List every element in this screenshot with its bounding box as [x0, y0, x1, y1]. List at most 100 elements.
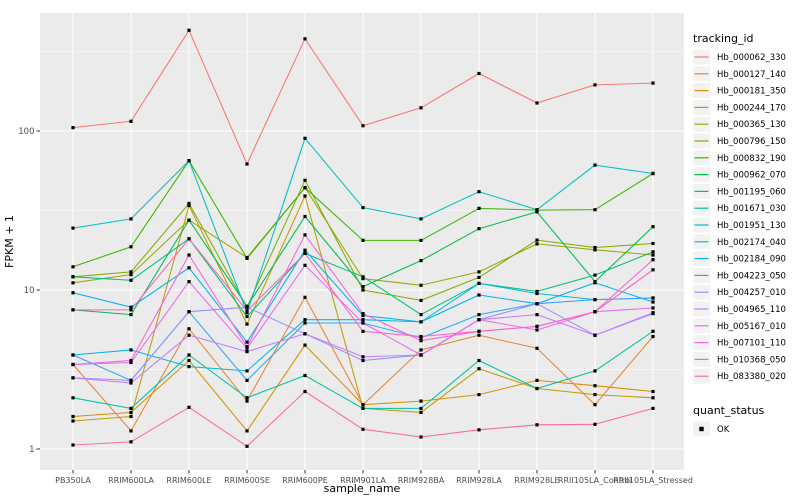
- data-point-Hb_010368_050: [245, 309, 249, 313]
- y-tick-label: 1: [29, 445, 34, 455]
- data-point-Hb_000244_170: [71, 419, 75, 423]
- data-point-Hb_010368_050: [535, 324, 539, 328]
- legend-title-quant-status: quant_status: [693, 404, 765, 417]
- legend-label: Hb_001671_030: [717, 204, 786, 214]
- data-point-Hb_005167_010: [477, 318, 481, 322]
- data-point-Hb_002174_040: [129, 348, 133, 352]
- data-point-Hb_000127_140: [593, 403, 597, 407]
- data-point-Hb_001951_130: [129, 217, 133, 221]
- data-point-Hb_000832_190: [361, 238, 365, 242]
- data-point-Hb_010368_050: [593, 310, 597, 314]
- data-point-Hb_000244_170: [593, 393, 597, 397]
- data-point-Hb_010368_050: [187, 237, 191, 241]
- x-tick-label: RRIM928BA: [398, 476, 445, 485]
- data-point-Hb_000181_350: [419, 399, 423, 403]
- data-point-Hb_004223_050: [71, 353, 75, 357]
- data-point-Hb_000127_140: [535, 346, 539, 350]
- data-point-Hb_000365_130: [419, 283, 423, 287]
- data-point-Hb_007101_110: [303, 233, 307, 237]
- data-point-Hb_000832_190: [303, 186, 307, 190]
- data-point-Hb_000062_330: [129, 119, 133, 123]
- data-point-Hb_001671_030: [187, 353, 191, 357]
- data-point-Hb_000181_350: [477, 393, 481, 397]
- data-point-Hb_001671_030: [129, 406, 133, 410]
- data-point-Hb_000244_170: [187, 203, 191, 208]
- data-point-Hb_004965_110: [593, 333, 597, 337]
- data-point-Hb_010368_050: [303, 251, 307, 255]
- data-point-Hb_000796_150: [129, 270, 133, 274]
- data-point-Hb_083380_020: [535, 423, 539, 427]
- data-point-Hb_010368_050: [361, 329, 365, 333]
- data-point-Hb_000244_170: [303, 194, 307, 198]
- x-tick-label: RRIM928LE: [514, 476, 559, 485]
- data-point-Hb_004965_110: [361, 355, 365, 359]
- data-point-Hb_000796_150: [477, 275, 481, 279]
- legend-label: Hb_001195_060: [717, 187, 786, 197]
- data-point-Hb_000127_140: [651, 334, 655, 339]
- data-point-Hb_005167_010: [361, 321, 365, 325]
- data-point-Hb_001671_030: [651, 329, 655, 333]
- data-point-Hb_000062_330: [535, 101, 539, 105]
- data-point-Hb_000962_070: [303, 214, 307, 219]
- data-point-Hb_004965_110: [651, 311, 655, 315]
- data-point-Hb_000244_170: [129, 414, 133, 419]
- data-point-Hb_083380_020: [303, 389, 307, 394]
- data-point-Hb_001951_130: [245, 311, 249, 315]
- data-point-Hb_000796_150: [535, 238, 539, 242]
- data-point-Hb_000181_350: [593, 384, 597, 388]
- data-point-Hb_000244_170: [245, 322, 249, 326]
- data-point-Hb_002184_090: [245, 340, 249, 344]
- x-tick-label: RRII105LA_Stressed: [613, 476, 693, 485]
- data-point-Hb_001671_030: [593, 369, 597, 373]
- data-point-Hb_000181_350: [361, 403, 365, 407]
- legend-title-tracking-id: tracking_id: [693, 32, 754, 45]
- data-point-Hb_002184_090: [303, 248, 307, 252]
- data-point-Hb_001671_030: [71, 396, 75, 400]
- data-point-Hb_004257_010: [245, 305, 249, 309]
- data-point-Hb_010368_050: [651, 268, 655, 272]
- data-point-Hb_004257_010: [129, 378, 133, 382]
- legend-label: Hb_000365_130: [717, 120, 786, 130]
- data-point-Hb_004965_110: [71, 376, 75, 380]
- data-point-Hb_002174_040: [535, 291, 539, 296]
- legend-label: Hb_005167_010: [717, 322, 786, 332]
- legend-label: Hb_004223_050: [717, 271, 786, 281]
- data-point-Hb_001951_130: [361, 206, 365, 210]
- data-point-Hb_000365_130: [129, 273, 133, 277]
- data-point-Hb_000365_130: [71, 281, 75, 285]
- data-point-Hb_001195_060: [245, 315, 249, 319]
- data-point-Hb_004965_110: [129, 381, 133, 385]
- data-point-Hb_001951_130: [187, 159, 191, 163]
- data-point-Hb_000365_130: [361, 277, 365, 281]
- data-point-Hb_007101_110: [419, 339, 423, 343]
- data-point-Hb_002184_090: [361, 314, 365, 318]
- x-tick-label: RRII105LA_Control: [558, 476, 632, 485]
- data-point-Hb_000365_130: [477, 270, 481, 274]
- legend-label: Hb_010368_050: [717, 355, 786, 365]
- legend-label: Hb_000796_150: [717, 137, 786, 147]
- data-point-Hb_000127_140: [245, 399, 249, 403]
- data-point-Hb_000062_330: [187, 28, 191, 32]
- data-point-Hb_002174_040: [303, 318, 307, 322]
- data-point-Hb_000062_330: [71, 126, 75, 130]
- x-tick-label: RRIM600PE: [282, 476, 328, 485]
- data-point-Hb_001195_060: [593, 273, 597, 277]
- data-point-Hb_010368_050: [129, 308, 133, 312]
- data-point-Hb_000832_190: [245, 256, 249, 260]
- data-point-Hb_000127_140: [419, 348, 423, 352]
- legend-label: Hb_000244_170: [717, 103, 786, 113]
- data-point-Hb_000181_350: [535, 378, 539, 382]
- data-point-Hb_000062_330: [477, 71, 481, 76]
- data-point-Hb_000796_150: [419, 298, 423, 302]
- data-point-Hb_001951_130: [477, 190, 481, 194]
- data-point-Hb_000796_150: [361, 288, 365, 292]
- y-axis-title: FPKM + 1: [3, 215, 16, 268]
- data-point-Hb_000127_140: [187, 327, 191, 331]
- legend-label: Hb_000181_350: [717, 87, 786, 97]
- y-tick-label: 10: [24, 286, 35, 296]
- legend-label: Hb_000127_140: [717, 70, 786, 80]
- data-point-Hb_005167_010: [303, 263, 307, 267]
- ok-square-marker-icon: [699, 426, 704, 432]
- data-point-Hb_002174_040: [245, 369, 249, 373]
